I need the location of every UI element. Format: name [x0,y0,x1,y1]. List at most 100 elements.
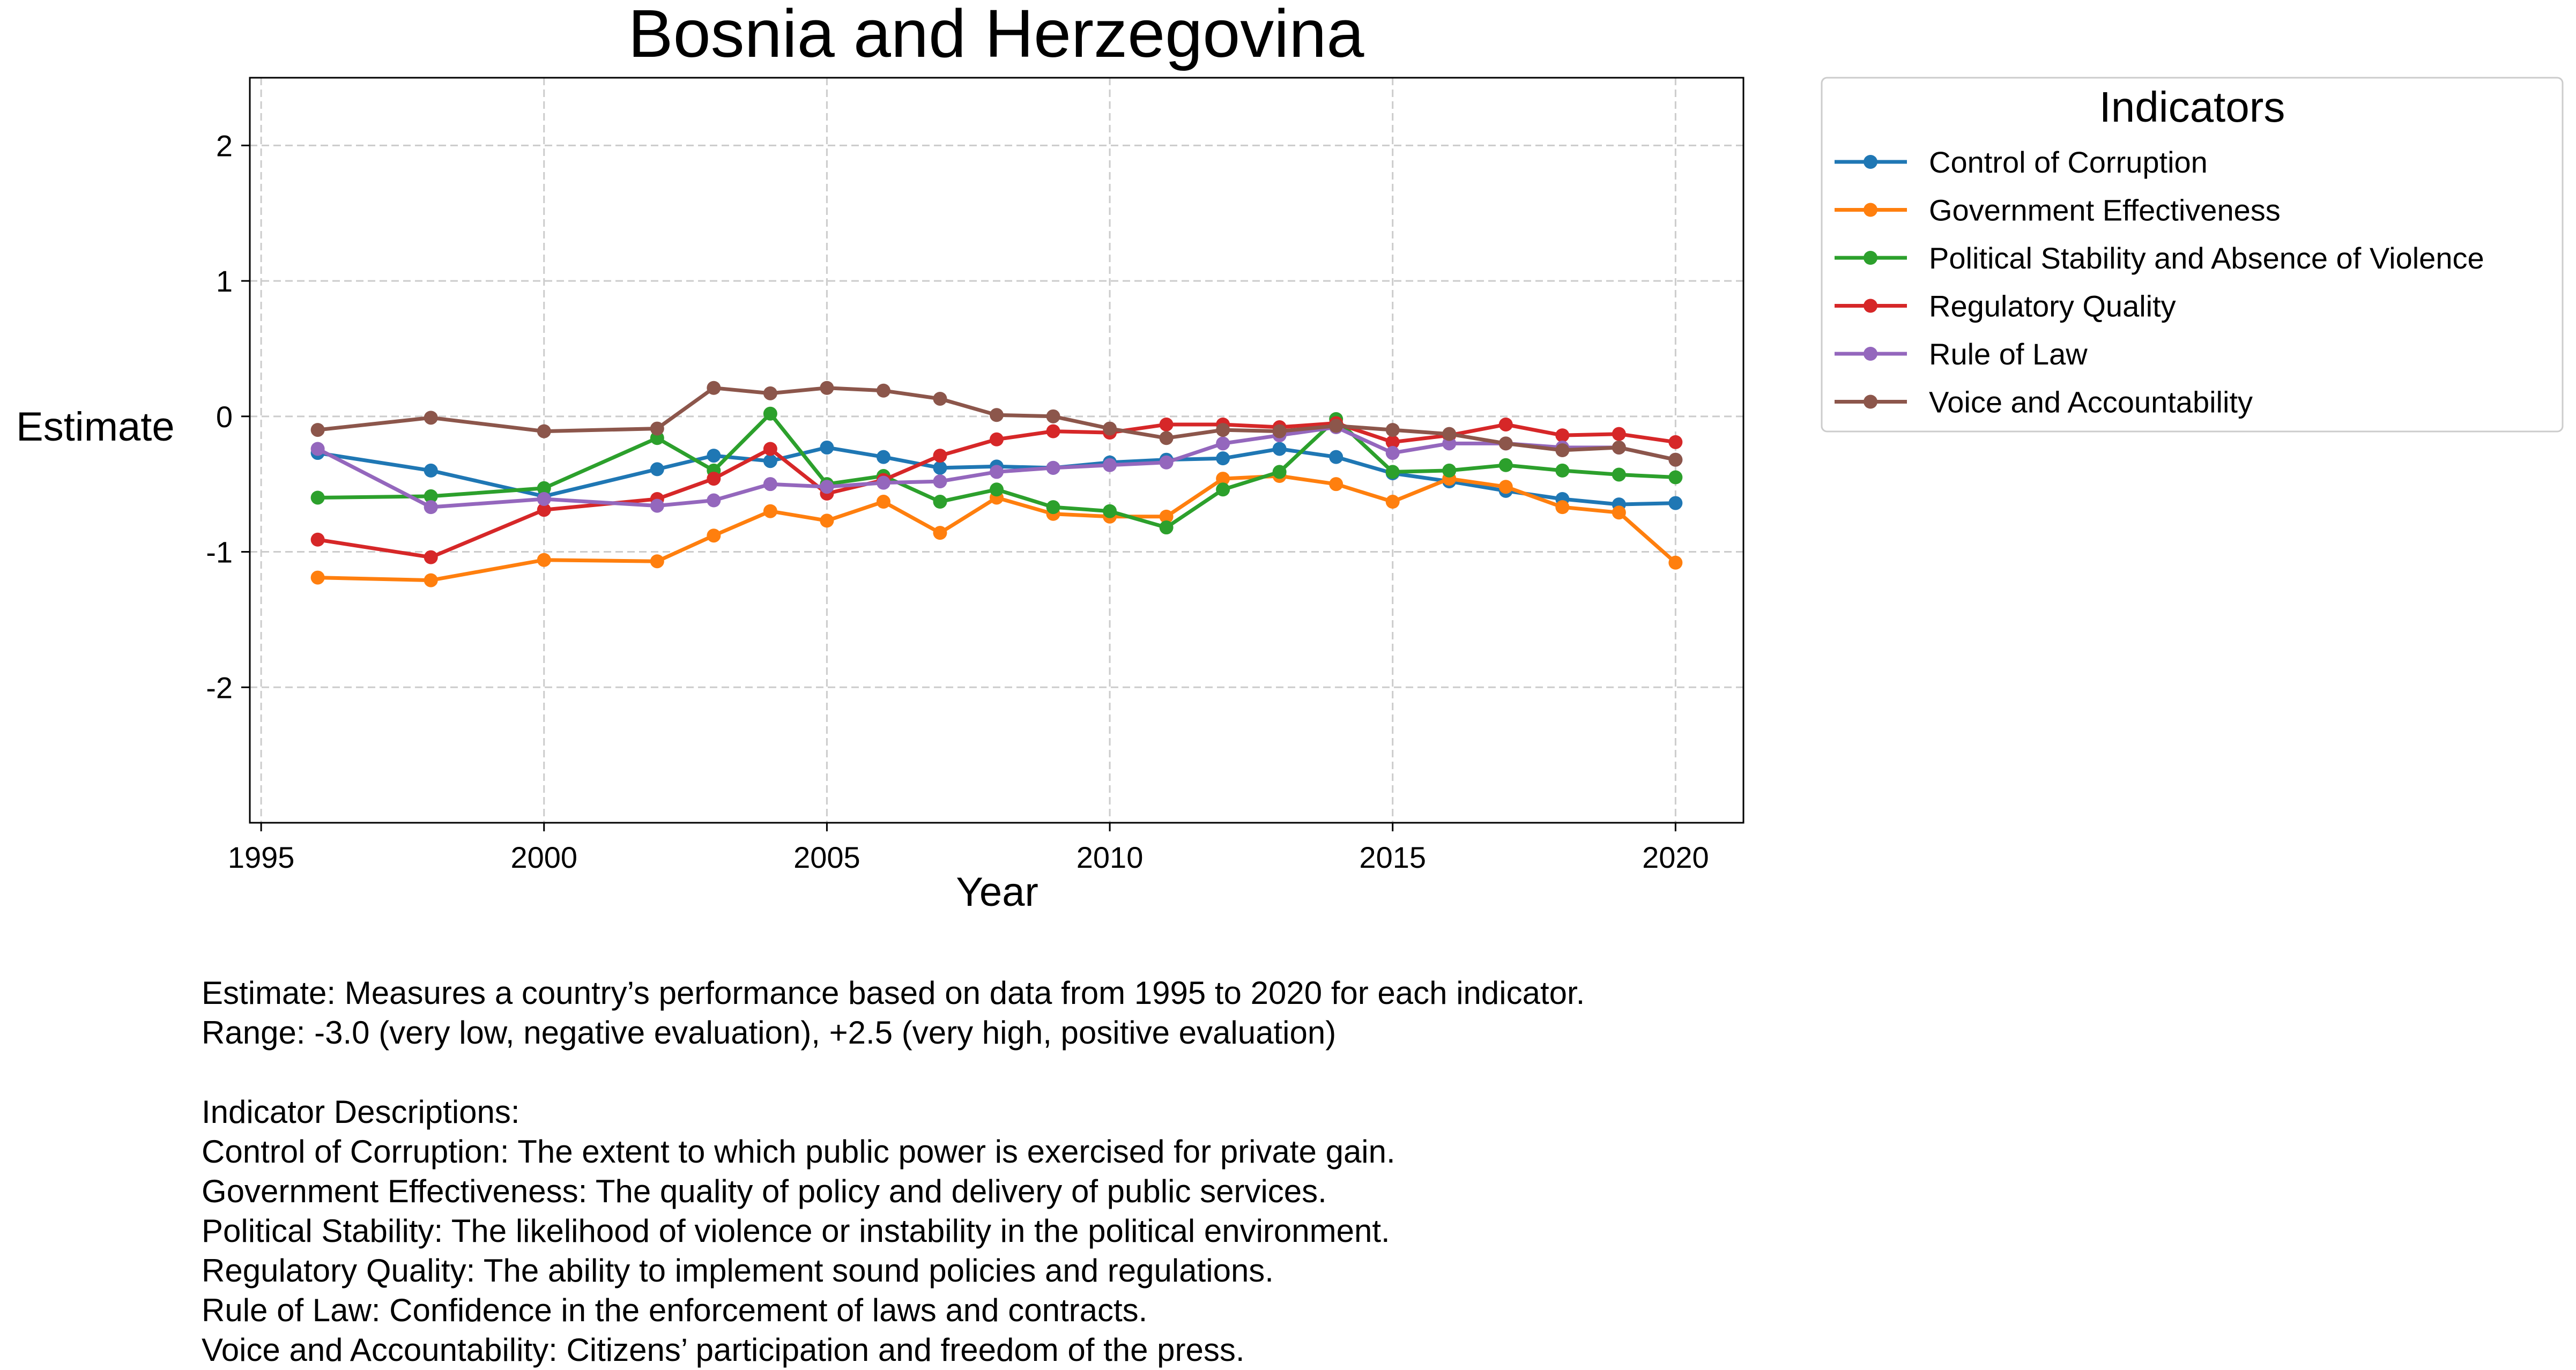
data-point-regulatory-quality [990,432,1004,446]
data-point-government-effectiveness [820,513,834,528]
data-point-voice-and-accountability [820,381,834,395]
data-point-political-stability-and-absence-of-violence [1046,500,1060,515]
legend-item-rule-of-law: Rule of Law [1835,337,2088,371]
description-political-stability: Political Stability: The likelihood of v… [202,1213,1390,1249]
data-point-government-effectiveness [707,528,721,543]
data-point-voice-and-accountability [1668,452,1683,467]
data-point-political-stability-and-absence-of-violence [1555,463,1570,478]
data-point-government-effectiveness [537,553,551,567]
description-rule-of-law: Rule of Law: Confidence in the enforceme… [202,1292,1148,1328]
legend: Indicators Control of Corruption Governme… [1821,77,2564,433]
series-voice-and-accountability [310,381,1683,467]
data-point-government-effectiveness [1498,480,1513,494]
y-axis-ticks: -2 -1 0 1 2 [206,129,250,704]
data-point-control-of-corruption [820,440,834,455]
data-point-rule-of-law [537,492,551,506]
x-tick-label: 2005 [793,840,860,874]
data-point-government-effectiveness [1385,495,1400,509]
data-point-government-effectiveness [1159,509,1174,524]
data-point-voice-and-accountability [1046,409,1060,423]
data-point-regulatory-quality [933,449,947,463]
legend-label: Government Effectiveness [1929,193,2281,227]
data-point-control-of-corruption [933,460,947,475]
data-point-voice-and-accountability [1555,443,1570,457]
data-point-political-stability-and-absence-of-violence [1216,482,1230,497]
series-line-regulatory-quality [317,421,1676,560]
data-point-government-effectiveness [1329,477,1343,492]
data-point-rule-of-law [1385,446,1400,460]
y-tick-label: 0 [216,400,233,434]
x-tick-label: 2000 [510,840,577,874]
chart-notes: Estimate: Measures a country’s performan… [202,973,1585,1370]
data-point-voice-and-accountability [537,424,551,438]
data-point-rule-of-law [763,477,777,492]
series-line-rule-of-law [316,425,1676,509]
data-point-voice-and-accountability [933,391,947,406]
legend-label: Regulatory Quality [1929,289,2176,323]
data-point-regulatory-quality [1555,428,1570,443]
data-point-voice-and-accountability [707,381,721,395]
data-point-political-stability-and-absence-of-violence [1272,465,1287,479]
data-point-control-of-corruption [1668,496,1683,510]
data-point-voice-and-accountability [1442,427,1457,441]
series-political-stability-and-absence-of-violence [310,406,1683,535]
data-point-political-stability-and-absence-of-violence [1159,520,1174,535]
data-point-regulatory-quality [1046,424,1060,438]
series-line-political-stability-and-absence-of-violence [317,412,1676,530]
data-point-regulatory-quality [310,532,325,547]
data-point-political-stability-and-absence-of-violence [310,490,325,505]
y-tick-label: -1 [206,535,233,569]
series-line-government-effectiveness [317,474,1677,583]
legend-title: Indicators [2099,83,2285,131]
legend-swatch-marker [1864,394,1877,409]
legend-swatch-marker [1864,347,1877,361]
description-regulatory-quality: Regulatory Quality: The ability to imple… [202,1253,1274,1289]
data-point-voice-and-accountability [1272,424,1287,438]
data-point-rule-of-law [424,500,438,515]
legend-item-government-effectiveness: Government Effectiveness [1835,193,2281,227]
data-point-rule-of-law [310,442,325,456]
data-point-voice-and-accountability [876,383,890,398]
data-point-regulatory-quality [1498,417,1513,431]
data-point-voice-and-accountability [1329,419,1343,433]
data-point-voice-and-accountability [650,421,664,436]
description-government-effectiveness: Government Effectiveness: The quality of… [202,1173,1327,1209]
legend-item-regulatory-quality: Regulatory Quality [1835,289,2176,323]
y-tick-label: -2 [206,671,233,704]
x-axis-label: Year [956,869,1038,915]
data-point-voice-and-accountability [1498,436,1513,451]
data-point-regulatory-quality [707,472,721,486]
notes-spacer [202,1053,1585,1092]
legend-label: Control of Corruption [1929,145,2208,179]
data-point-control-of-corruption [876,450,890,464]
legend-swatch-marker [1864,155,1877,169]
data-point-voice-and-accountability [424,411,438,425]
data-point-political-stability-and-absence-of-violence [537,481,551,495]
data-point-government-effectiveness [650,554,664,569]
y-tick-label: 2 [216,129,233,162]
data-point-voice-and-accountability [1385,423,1400,437]
plot-area-frame [249,77,1744,824]
y-axis-label: Estimate [16,404,175,450]
data-point-voice-and-accountability [1103,421,1117,436]
data-point-government-effectiveness [933,526,947,540]
estimate-note: Estimate: Measures a country’s performan… [202,975,1585,1011]
data-point-rule-of-law [933,474,947,489]
chart-title: Bosnia and Herzegovina [628,0,1365,71]
data-point-regulatory-quality [537,503,551,517]
data-point-rule-of-law [820,480,834,494]
data-point-political-stability-and-absence-of-violence [1385,465,1400,479]
legend-swatch-marker [1864,251,1877,265]
data-point-government-effectiveness [310,570,325,585]
data-point-voice-and-accountability [1216,423,1230,437]
data-point-voice-and-accountability [1159,431,1174,445]
data-point-political-stability-and-absence-of-violence [424,489,438,503]
data-point-government-effectiveness [424,573,438,587]
data-point-rule-of-law [1103,458,1117,472]
legend-label: Rule of Law [1929,337,2088,371]
data-point-political-stability-and-absence-of-violence [990,482,1004,497]
legend-item-control-of-corruption: Control of Corruption [1835,145,2208,179]
data-point-rule-of-law [1159,455,1174,470]
data-point-government-effectiveness [876,495,890,509]
data-point-government-effectiveness [1612,505,1626,520]
